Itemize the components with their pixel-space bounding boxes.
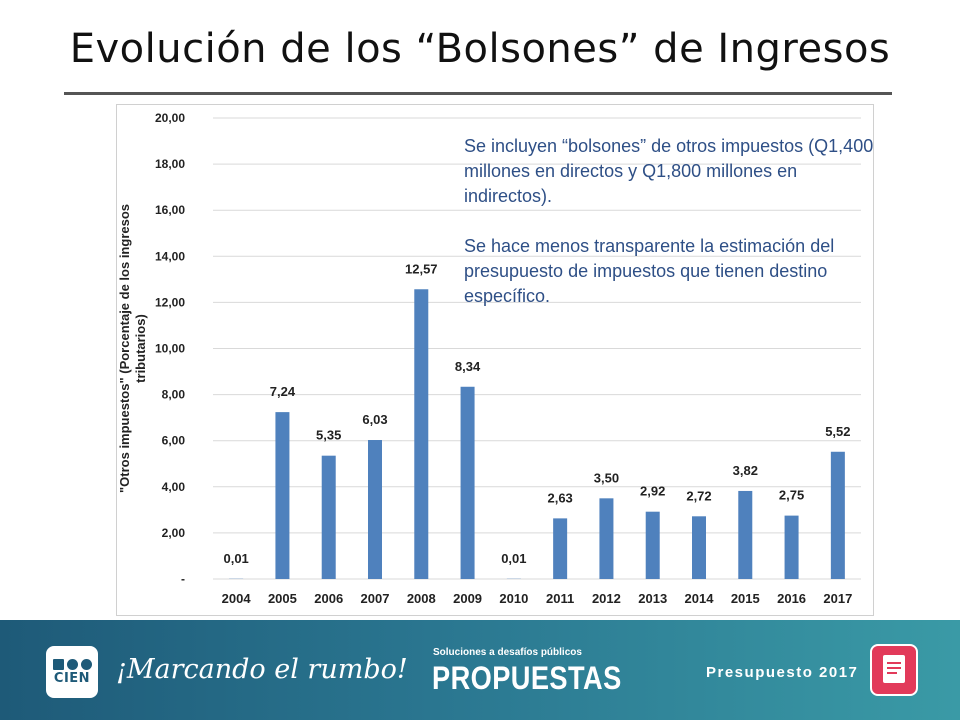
x-tick-label: 2012 xyxy=(592,591,621,606)
chart-container: - 2,00 4,00 6,00 8,00 10,00 12,00 14,00 16,00 18,… xyxy=(116,104,874,616)
y-tick-label: 20,00 xyxy=(155,111,185,125)
data-label-2017: 5,52 xyxy=(825,424,850,439)
tagline: ¡Marcando el rumbo! xyxy=(116,654,408,685)
x-tick-label: 2007 xyxy=(361,591,390,606)
bar-2017 xyxy=(830,451,845,579)
bar-2012 xyxy=(599,498,614,579)
y-tick-label: 8,00 xyxy=(162,388,186,402)
bar-2009 xyxy=(460,386,475,579)
x-tick-label: 2010 xyxy=(499,591,528,606)
x-tick-label: 2017 xyxy=(823,591,852,606)
title-divider xyxy=(64,92,892,95)
logo-square xyxy=(52,659,64,670)
data-label-2015: 3,82 xyxy=(733,463,758,478)
y-tick-label: 4,00 xyxy=(162,480,186,494)
data-label-2005: 7,24 xyxy=(270,384,296,399)
x-tick-label: 2016 xyxy=(777,591,806,606)
y-tick-label: 18,00 xyxy=(155,157,185,171)
bar-2011 xyxy=(553,518,568,579)
bar-2007 xyxy=(368,440,382,579)
logo-text: CIEN xyxy=(53,671,91,686)
x-tick-label: 2006 xyxy=(314,591,343,606)
note-transparencia: Se hace menos transparente la estimación… xyxy=(464,236,835,306)
y-tick-label: 6,00 xyxy=(162,434,186,448)
propuestas-subtitle: Soluciones a desafíos públicos xyxy=(433,647,582,658)
y-axis-ticks: - 2,00 4,00 6,00 8,00 10,00 12,00 14,00 16,00 18,… xyxy=(155,111,185,586)
logo-circle xyxy=(66,659,78,670)
y-tick-label: 14,00 xyxy=(155,249,185,263)
logo-circle xyxy=(80,659,92,670)
bars xyxy=(229,289,845,579)
x-axis-ticks: 2004 2005 2006 2007 2008 2009 2010 2011 2012 2013… xyxy=(222,591,853,606)
x-tick-label: 2011 xyxy=(546,591,574,606)
y-axis-label-line1: "Otros impuestos" (Porcentaje de los ing… xyxy=(117,204,132,493)
bar-2008 xyxy=(414,289,429,579)
bar-2016 xyxy=(784,515,799,579)
x-tick-label: 2015 xyxy=(731,591,760,606)
note-bolsones: Se incluyen “bolsones” de otros impuesto… xyxy=(464,136,874,206)
y-tick-label: 12,00 xyxy=(155,295,185,309)
budget-label: Presupuesto 2017 xyxy=(706,664,859,681)
data-label-2010: 0,01 xyxy=(501,551,526,566)
y-tick-label: 10,00 xyxy=(155,342,185,356)
logo-dots xyxy=(52,659,92,670)
data-label-2004: 0,01 xyxy=(223,551,248,566)
document-icon xyxy=(870,644,918,696)
cien-logo: CIEN xyxy=(46,646,98,698)
y-tick-label: 2,00 xyxy=(162,526,186,540)
x-tick-label: 2014 xyxy=(685,591,715,606)
data-label-2012: 3,50 xyxy=(594,470,619,485)
slide-title: Evolución de los “Bolsones” de Ingresos xyxy=(69,26,891,72)
x-tick-label: 2005 xyxy=(268,591,297,606)
footer-banner: CIEN ¡Marcando el rumbo! Soluciones a de… xyxy=(0,620,960,720)
data-label-2006: 5,35 xyxy=(316,428,341,443)
bar-2013 xyxy=(645,511,660,579)
data-label-2013: 2,92 xyxy=(640,484,665,499)
data-label-2007: 6,03 xyxy=(362,412,387,427)
data-label-2008: 12,57 xyxy=(405,261,438,276)
bar-chart: - 2,00 4,00 6,00 8,00 10,00 12,00 14,00 16,00 18,… xyxy=(117,111,861,606)
y-tick-label: 16,00 xyxy=(155,203,185,217)
y-tick-label: - xyxy=(181,572,185,586)
bar-2005 xyxy=(275,412,290,579)
bar-2014 xyxy=(692,516,706,579)
propuestas-title: PROPUESTAS xyxy=(432,660,622,696)
bar-2015 xyxy=(738,490,753,579)
x-tick-label: 2008 xyxy=(407,591,436,606)
data-label-2016: 2,75 xyxy=(779,488,804,503)
data-label-2011: 2,63 xyxy=(547,490,572,505)
gridlines xyxy=(213,117,861,580)
bar-2006 xyxy=(321,455,336,579)
x-tick-label: 2004 xyxy=(222,591,252,606)
data-label-2009: 8,34 xyxy=(455,359,481,374)
x-tick-label: 2013 xyxy=(638,591,667,606)
y-axis-label-line2: tributarios) xyxy=(133,314,148,383)
data-labels: 0,01 7,24 5,35 6,03 12,57 8,34 0,01 2,63 3,50 2,9… xyxy=(223,261,850,566)
x-tick-label: 2009 xyxy=(453,591,482,606)
data-label-2014: 2,72 xyxy=(686,488,711,503)
